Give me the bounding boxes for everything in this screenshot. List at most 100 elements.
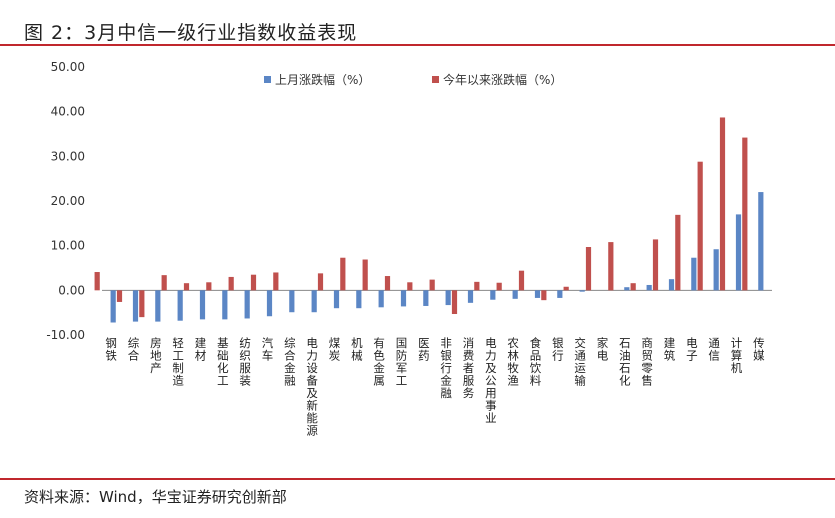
x-tick-label: 食品饮料 xyxy=(530,336,542,388)
bar-month xyxy=(557,290,563,298)
bar-ytd xyxy=(228,276,234,291)
bar-month xyxy=(579,290,585,292)
bar-month xyxy=(467,290,474,303)
bar-ytd xyxy=(474,281,480,291)
bar-ytd xyxy=(496,282,502,291)
x-tick-label: 交通运输 xyxy=(574,336,586,388)
legend-label: 上月涨跌幅（%） xyxy=(275,72,370,87)
bar-ytd xyxy=(585,247,592,291)
bar-ytd xyxy=(116,290,123,302)
x-tick-label: 消费者服务 xyxy=(463,336,475,400)
bar-ytd xyxy=(608,242,614,291)
x-tick-label: 非银行金融 xyxy=(440,336,452,400)
bar-month xyxy=(222,290,228,320)
bar-ytd xyxy=(340,257,346,291)
bar-ytd xyxy=(206,282,212,291)
bar-month xyxy=(490,290,496,300)
bar-month xyxy=(646,284,652,291)
bar-ytd xyxy=(697,161,703,291)
x-tick-label: 房地产 xyxy=(150,336,162,375)
bar-ytd xyxy=(273,272,279,291)
y-tick-label: -10.00 xyxy=(46,328,85,342)
bar-ytd xyxy=(317,273,324,291)
x-tick-label: 传媒 xyxy=(753,336,765,363)
bar-month xyxy=(445,290,451,306)
x-tick-label: 石油石化 xyxy=(619,336,631,388)
figure-title: 图 2：3月中信一级行业指数收益表现 xyxy=(24,22,358,44)
bar-month xyxy=(266,290,273,317)
bar-month xyxy=(132,290,139,322)
bar-month xyxy=(668,279,675,291)
y-axis-ticks: 50.00 40.00 30.00 20.00 10.00 0.00 -10.00 xyxy=(46,60,772,342)
x-tick-label: 电力设备及新能源 xyxy=(306,336,318,438)
x-tick-label: 医药 xyxy=(418,336,430,363)
x-tick-label: 电子 xyxy=(686,336,698,363)
bar-month xyxy=(244,290,250,319)
x-tick-label: 钢铁 xyxy=(105,336,117,363)
bar-ytd xyxy=(719,117,726,291)
y-tick-label: 0.00 xyxy=(58,283,85,297)
x-tick-label: 家电 xyxy=(597,336,609,363)
x-tick-label: 国防军工 xyxy=(396,336,408,388)
bar-month xyxy=(713,249,719,291)
x-tick-label: 基础化工 xyxy=(217,336,229,388)
legend-swatch xyxy=(264,76,271,83)
bar-month xyxy=(423,290,429,306)
bar-ytd xyxy=(518,270,525,291)
bar-ytd xyxy=(183,283,190,291)
bar-month xyxy=(400,290,407,307)
bar-month xyxy=(356,290,362,309)
y-tick-label: 30.00 xyxy=(51,149,85,163)
bars xyxy=(94,117,764,323)
bar-month xyxy=(155,290,161,322)
x-tick-label: 有色金属 xyxy=(373,336,385,388)
x-tick-label: 通信 xyxy=(708,336,720,363)
bar-month xyxy=(333,290,340,309)
x-tick-label: 建材 xyxy=(195,336,207,363)
legend-swatch xyxy=(432,76,439,83)
x-tick-label: 银行 xyxy=(552,336,564,363)
x-tick-label: 汽车 xyxy=(262,336,274,363)
bar-month xyxy=(624,287,630,291)
bar-ytd xyxy=(407,282,413,291)
bar-ytd xyxy=(563,286,569,291)
y-tick-label: 40.00 xyxy=(51,105,85,119)
bar-month xyxy=(110,290,116,323)
bar-month xyxy=(691,257,697,291)
x-tick-label: 机械 xyxy=(351,336,363,363)
x-axis-labels: 钢铁综合房地产轻工制造建材基础化工纺织服装汽车综合金融电力设备及新能源煤炭机械有… xyxy=(105,336,765,438)
bar-ytd xyxy=(250,274,257,291)
bar-month xyxy=(534,290,541,298)
bar-month xyxy=(758,192,764,291)
bar-month xyxy=(311,290,317,313)
bar-month xyxy=(289,290,295,313)
bar-ytd xyxy=(94,272,100,291)
x-tick-label: 轻工制造 xyxy=(172,336,184,388)
x-tick-label: 纺织服装 xyxy=(239,336,251,388)
bar-ytd xyxy=(652,239,659,291)
source-note: 资料来源：Wind，华宝证券研究创新部 xyxy=(24,488,287,506)
bar-month xyxy=(735,214,742,291)
title-rule xyxy=(0,44,835,46)
bar-ytd xyxy=(675,214,681,291)
x-tick-label: 综合金融 xyxy=(284,336,296,388)
bar-ytd xyxy=(451,290,458,315)
bar-month xyxy=(378,290,384,308)
bar-ytd xyxy=(630,283,636,291)
bar-ytd xyxy=(541,290,547,301)
x-tick-label: 商贸零售 xyxy=(641,336,653,388)
bar-ytd xyxy=(384,276,391,291)
x-tick-label: 计算机 xyxy=(731,336,743,375)
legend: 上月涨跌幅（%） 今年以来涨跌幅（%） xyxy=(264,72,562,87)
bar-ytd xyxy=(161,275,167,291)
bar-ytd xyxy=(362,259,368,291)
x-tick-label: 农林牧渔 xyxy=(507,336,519,388)
y-tick-label: 10.00 xyxy=(51,239,85,253)
x-tick-label: 综合 xyxy=(128,336,140,363)
bar-ytd xyxy=(139,290,145,318)
x-tick-label: 建筑 xyxy=(664,336,676,363)
y-tick-label: 50.00 xyxy=(51,60,85,74)
y-tick-label: 20.00 xyxy=(51,194,85,208)
bar-ytd xyxy=(742,137,748,291)
